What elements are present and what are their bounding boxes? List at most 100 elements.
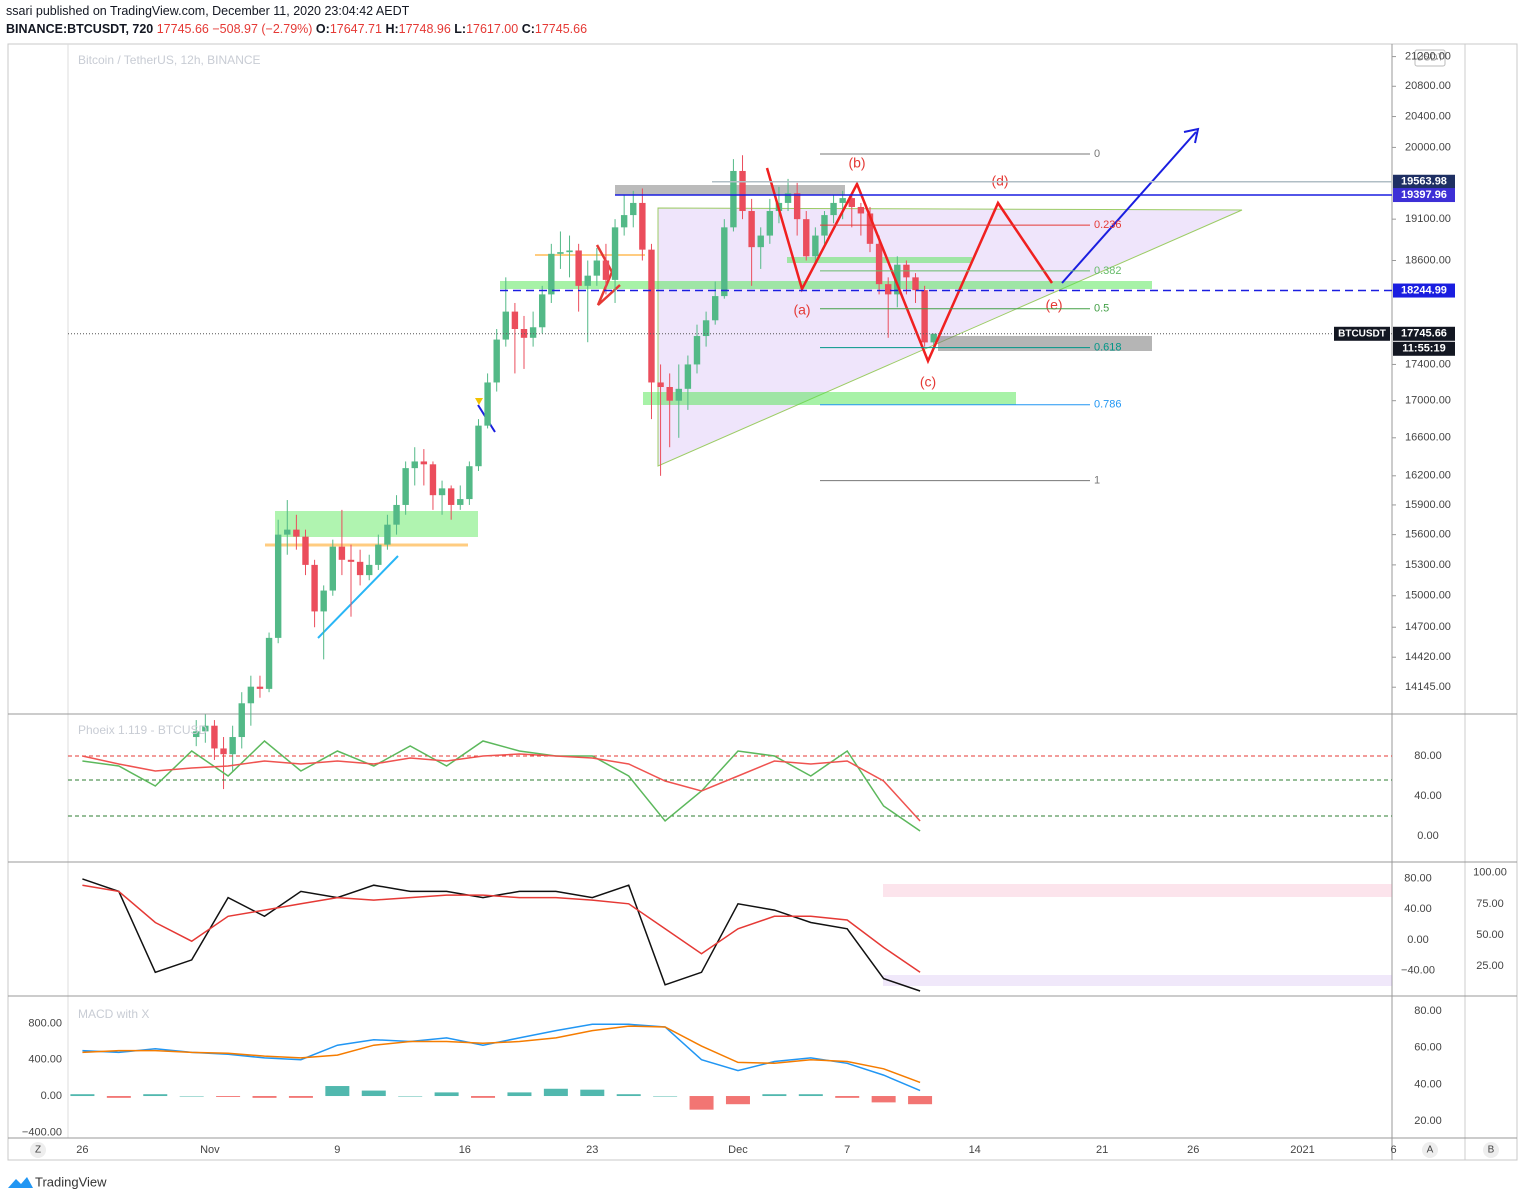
x-tick-label: 2021	[1290, 1144, 1314, 1156]
candle-body	[493, 339, 500, 383]
y-tick-label: 80.00	[1404, 872, 1432, 884]
ohlc-value: 17745.66	[534, 22, 588, 36]
candle-body	[866, 213, 874, 244]
x-tick-label: 7	[844, 1144, 850, 1156]
y-tick-label: 0.00	[1407, 934, 1428, 946]
arrow-head	[1183, 127, 1200, 144]
candle-body	[202, 725, 209, 732]
log-button[interactable]	[1483, 1142, 1499, 1158]
histogram-bar	[106, 1096, 131, 1098]
y2-tick-label: 75.00	[1476, 898, 1504, 910]
y-tick-label: 20400.00	[1405, 110, 1451, 122]
support-zone	[643, 392, 1016, 405]
candle-body	[875, 243, 883, 285]
y-tick-label: 14145.00	[1405, 681, 1451, 693]
candle-body	[884, 284, 892, 295]
histogram-bar	[835, 1096, 860, 1098]
histogram-bar	[871, 1096, 896, 1103]
candle-body	[630, 202, 637, 216]
y-tick-label: 15000.00	[1405, 590, 1451, 602]
indicator-line	[82, 878, 921, 992]
brand-logo	[8, 1177, 33, 1188]
y-tick-label: 20800.00	[1405, 80, 1451, 92]
ohlc-label: O:	[315, 22, 330, 36]
publish-line: ssari published on TradingView.com, Dece…	[6, 4, 410, 18]
candle-body	[894, 264, 901, 295]
ohlc-value: 17748.96	[398, 22, 451, 36]
y-tick-label: 18600.00	[1405, 254, 1451, 266]
candle-body	[784, 193, 792, 203]
x-tick-label: 9	[334, 1144, 340, 1156]
fib-label: 0.382	[1094, 265, 1122, 277]
y-tick-label: 17000.00	[1405, 395, 1451, 407]
y-tick-label: 14420.00	[1405, 651, 1451, 663]
marker	[475, 398, 483, 405]
candle-body	[402, 468, 409, 505]
y-tick-label: 14700.00	[1405, 621, 1451, 633]
histogram-bar	[325, 1086, 350, 1097]
candle-body	[220, 748, 227, 755]
candle-body	[529, 327, 537, 338]
candle-body	[930, 333, 937, 343]
indicator-line	[82, 1025, 921, 1084]
histogram-bar	[908, 1096, 933, 1105]
price-tag-label: 19397.96	[1401, 189, 1447, 201]
wave-label: (a)	[793, 302, 810, 318]
indicator-line	[82, 884, 921, 973]
button-label: Z	[35, 1145, 41, 1156]
candle-body	[721, 227, 728, 297]
candle-body	[757, 235, 764, 248]
pane-title: Phoeix 1.119 - BTCUSD	[78, 723, 207, 737]
candle-body	[229, 737, 236, 755]
y-tick-label: 15600.00	[1405, 529, 1451, 541]
candle-body	[666, 386, 673, 401]
candle-body	[730, 170, 737, 228]
histogram-bar	[252, 1096, 277, 1098]
y-tick-label: 16600.00	[1405, 432, 1451, 444]
trend-line	[317, 555, 399, 639]
wave-label: (d)	[991, 173, 1008, 189]
ohlc-value: 17647.71	[329, 22, 382, 36]
y2-tick-label: 20.00	[1414, 1115, 1442, 1127]
candle-body	[602, 260, 610, 280]
y-tick-label: 15900.00	[1405, 499, 1451, 511]
y-tick-label: 800.00	[28, 1017, 62, 1029]
indicator-line	[82, 753, 921, 822]
histogram-bar	[580, 1089, 605, 1097]
candle-body	[793, 193, 801, 220]
candle-body	[584, 275, 591, 286]
auto-button[interactable]	[1422, 1142, 1438, 1158]
zoom-button[interactable]	[30, 1142, 46, 1158]
candle-body	[384, 524, 391, 545]
candle-body	[247, 686, 255, 704]
y-tick-label: −400.00	[22, 1126, 62, 1138]
oversold-band	[883, 975, 1392, 986]
candle-body	[848, 198, 855, 207]
fib-label: 0.786	[1094, 399, 1122, 411]
y-tick-label: 80.00	[1414, 750, 1442, 762]
wave-path	[765, 167, 1054, 365]
candle-body	[912, 277, 919, 291]
candle-body	[839, 198, 846, 203]
indicator-line	[82, 739, 921, 832]
candle-body	[575, 250, 582, 286]
histogram-bar	[288, 1096, 313, 1098]
candle-body	[639, 202, 646, 250]
histogram-bar	[434, 1092, 459, 1097]
candle-body	[748, 211, 755, 248]
x-tick-label: 21	[1096, 1144, 1108, 1156]
candle-body	[356, 561, 364, 576]
candle-body	[311, 564, 318, 612]
ohlc-label: C:	[521, 22, 535, 36]
candle-body	[593, 260, 601, 276]
candle-body	[457, 499, 464, 505]
histogram-bar	[725, 1096, 750, 1105]
currency-button[interactable]	[1414, 49, 1446, 67]
last-tag	[1393, 326, 1455, 341]
y-tick-label: 17400.00	[1405, 358, 1451, 370]
x-tick-label: 14	[969, 1144, 981, 1156]
candle-body	[803, 219, 810, 257]
fib-label: 1	[1094, 475, 1100, 487]
price-tag	[1393, 283, 1455, 298]
